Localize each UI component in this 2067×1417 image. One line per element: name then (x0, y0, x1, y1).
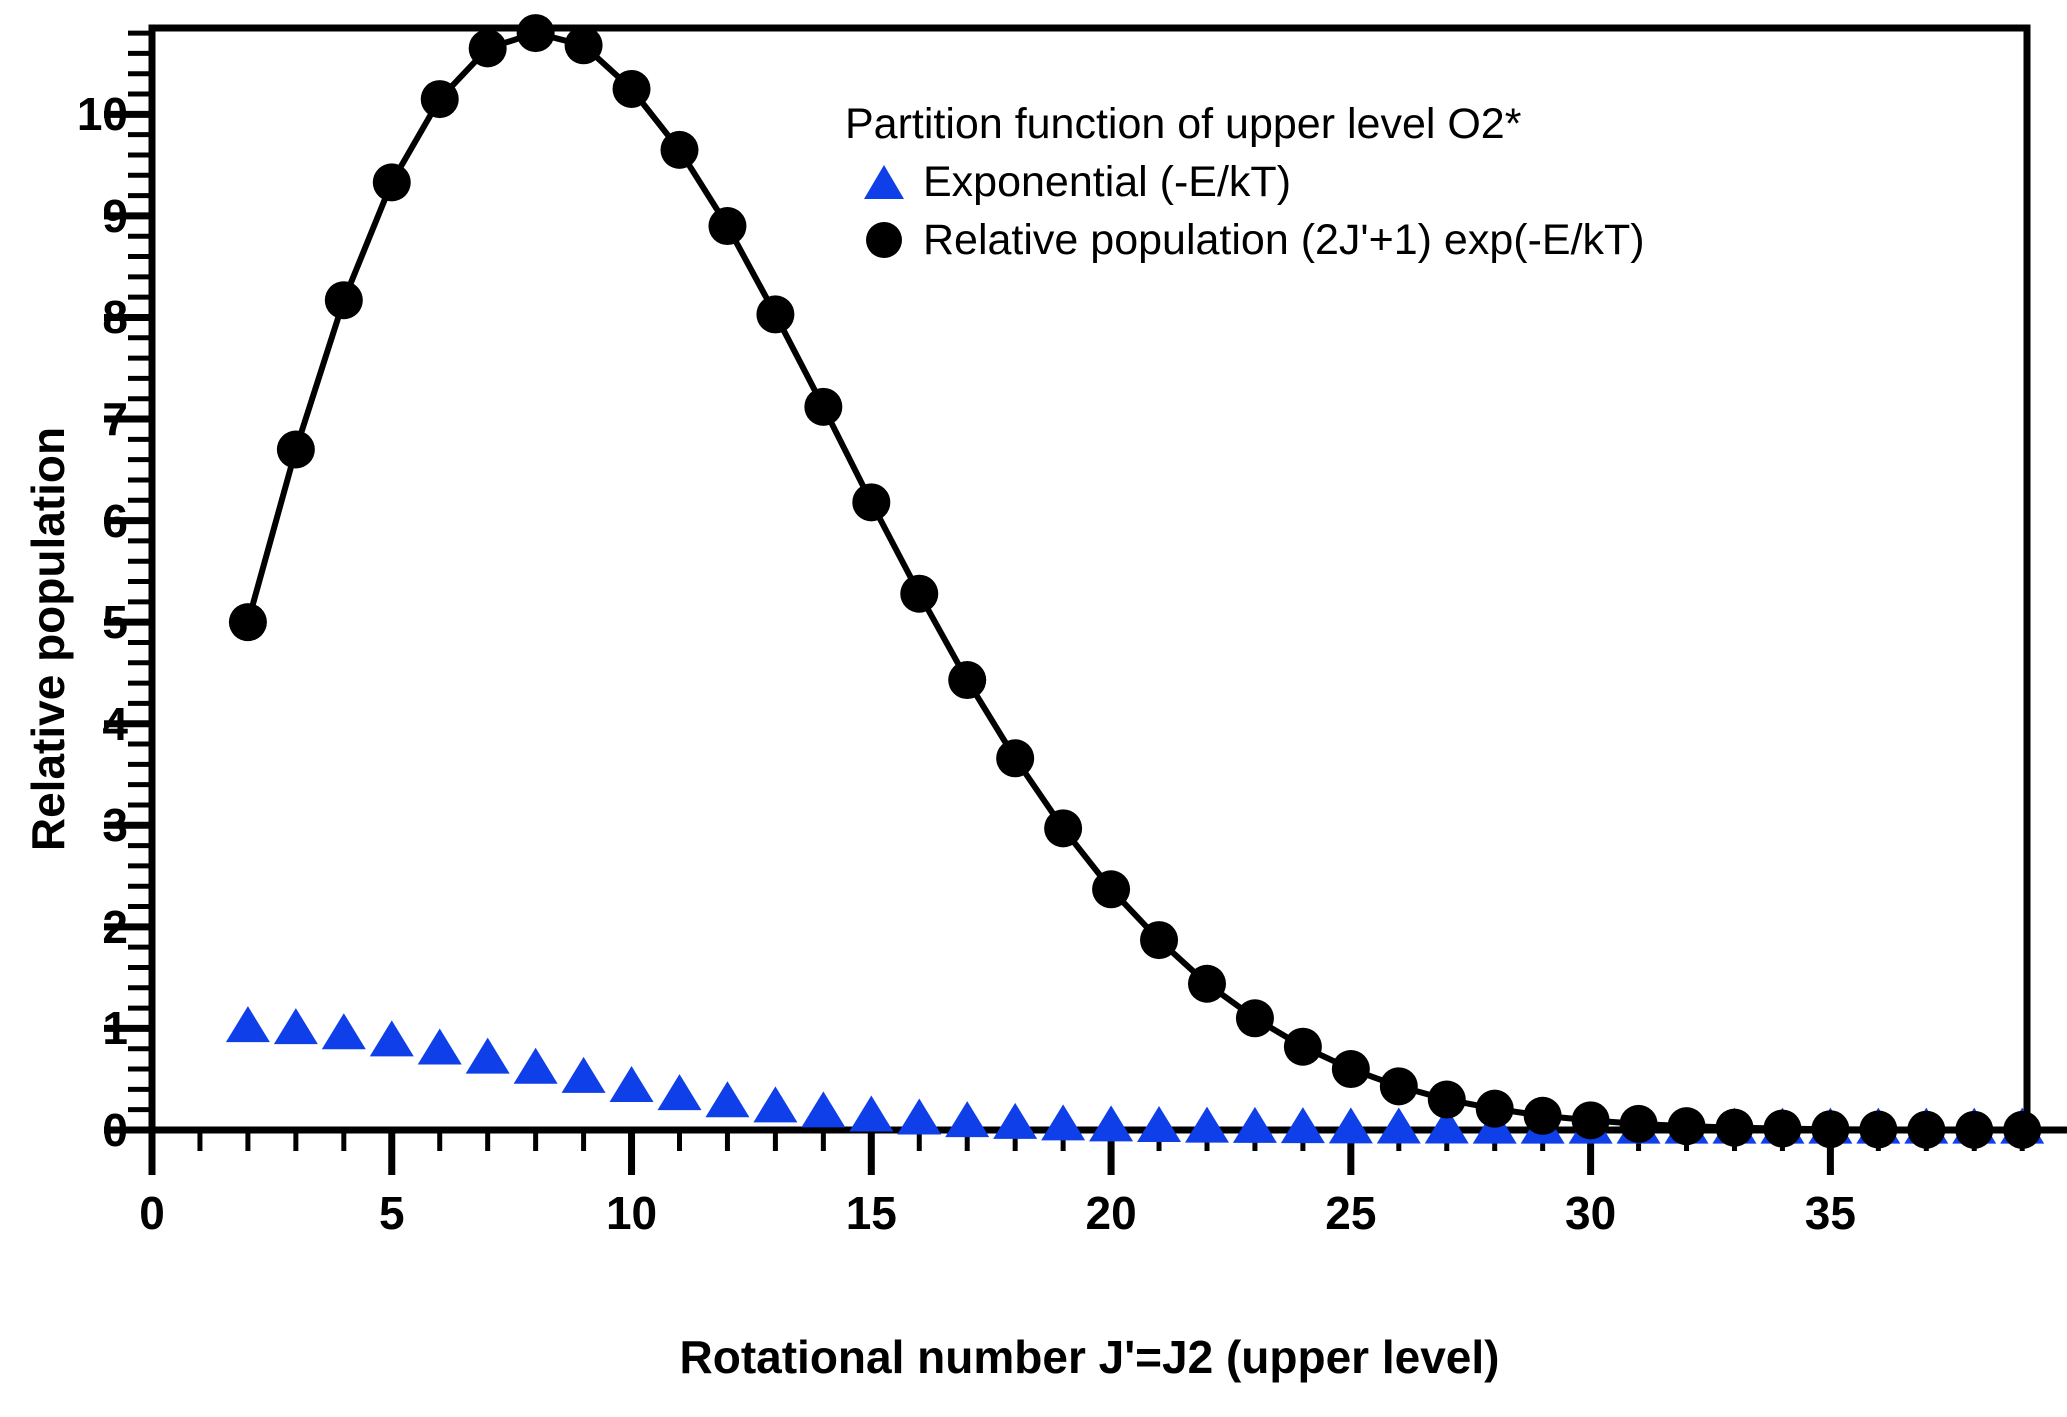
x-tick-label: 20 (1085, 1187, 1137, 1239)
data-point-circle (468, 29, 507, 68)
data-point-triangle (1376, 1107, 1421, 1144)
data-point-circle (1379, 1067, 1418, 1106)
data-point-circle (1475, 1089, 1514, 1128)
data-point-circle (1859, 1110, 1898, 1149)
relative-population-markers (228, 14, 2042, 1149)
legend-title-row: Partition function of upper level O2* (845, 95, 1645, 153)
data-point-triangle (225, 1006, 270, 1043)
data-point-triangle (801, 1091, 846, 1128)
x-tick-label: 35 (1804, 1187, 1856, 1239)
x-tick-label: 30 (1565, 1187, 1617, 1239)
data-point-circle (1187, 964, 1226, 1003)
legend-title: Partition function of upper level O2* (845, 99, 1522, 148)
data-point-circle (756, 295, 795, 334)
data-point-circle (564, 26, 603, 65)
data-point-circle (1331, 1050, 1370, 1089)
data-point-triangle (753, 1086, 798, 1123)
x-tick-label: 0 (139, 1187, 165, 1239)
data-point-triangle (465, 1037, 510, 1074)
data-point-triangle (849, 1095, 894, 1132)
data-point-circle (1619, 1104, 1658, 1143)
data-point-circle (276, 430, 315, 469)
data-point-triangle (1232, 1106, 1277, 1143)
circle-marker-icon (845, 222, 923, 258)
data-point-circle (1955, 1110, 1994, 1149)
data-point-circle (324, 281, 363, 320)
data-point-circle (1140, 921, 1179, 960)
data-point-triangle (513, 1047, 558, 1084)
data-point-circle (372, 163, 411, 202)
data-point-circle (1763, 1109, 1802, 1148)
data-point-circle (2003, 1110, 2042, 1149)
data-point-triangle (1184, 1106, 1229, 1143)
legend-entry-relative-population[interactable]: Relative population (2J'+1) exp(-E/kT) (845, 211, 1645, 269)
data-point-triangle (417, 1028, 462, 1065)
data-point-triangle (945, 1101, 990, 1138)
x-axis-label: Rotational number J'=J2 (upper level) (679, 1331, 1500, 1383)
triangle-marker-icon (845, 165, 923, 199)
data-point-circle (708, 207, 747, 246)
data-point-triangle (1280, 1107, 1325, 1144)
data-point-circle (228, 603, 267, 642)
data-point-triangle (1041, 1104, 1086, 1141)
x-tick-label: 25 (1325, 1187, 1377, 1239)
legend-label-relative-population: Relative population (2J'+1) exp(-E/kT) (923, 215, 1645, 264)
data-point-circle (900, 574, 939, 613)
data-point-circle (1667, 1107, 1706, 1146)
data-point-circle (852, 483, 891, 522)
data-point-circle (1283, 1027, 1322, 1066)
data-point-triangle (705, 1081, 750, 1118)
data-point-circle (420, 80, 459, 119)
data-point-triangle (657, 1074, 702, 1111)
x-tick-label: 10 (605, 1187, 658, 1239)
legend-label-exponential: Exponential (-E/kT) (923, 157, 1292, 206)
data-point-triangle (897, 1098, 942, 1135)
x-tick-label: 15 (845, 1187, 897, 1239)
data-point-circle (804, 387, 843, 426)
data-point-triangle (993, 1102, 1038, 1139)
data-point-circle (660, 130, 699, 169)
data-point-circle (1523, 1096, 1562, 1135)
data-point-circle (612, 69, 651, 108)
data-point-triangle (1137, 1106, 1182, 1143)
data-point-circle (1715, 1108, 1754, 1147)
legend: Partition function of upper level O2* Ex… (845, 95, 1645, 269)
data-point-circle (1571, 1101, 1610, 1140)
data-point-triangle (1089, 1105, 1134, 1142)
data-point-triangle (321, 1013, 366, 1050)
data-point-triangle (609, 1066, 654, 1103)
data-point-triangle (1328, 1107, 1373, 1144)
data-point-triangle (561, 1056, 606, 1093)
data-point-triangle (1424, 1107, 1469, 1144)
data-point-circle (516, 14, 555, 53)
data-point-triangle (369, 1020, 414, 1057)
data-point-circle (1907, 1110, 1946, 1149)
x-tick-label: 5 (378, 1187, 405, 1239)
legend-entry-exponential[interactable]: Exponential (-E/kT) (845, 153, 1645, 211)
data-point-circle (1235, 999, 1274, 1038)
data-point-circle (1811, 1110, 1850, 1149)
x-axis-tick-labels: 0 5 10 15 20 25 30 35 (0, 1186, 2067, 1256)
data-point-triangle (273, 1008, 318, 1045)
data-point-circle (1044, 809, 1083, 848)
data-point-circle (1427, 1080, 1466, 1119)
data-point-circle (948, 661, 987, 700)
data-point-circle (1092, 870, 1131, 909)
data-point-circle (996, 739, 1035, 778)
